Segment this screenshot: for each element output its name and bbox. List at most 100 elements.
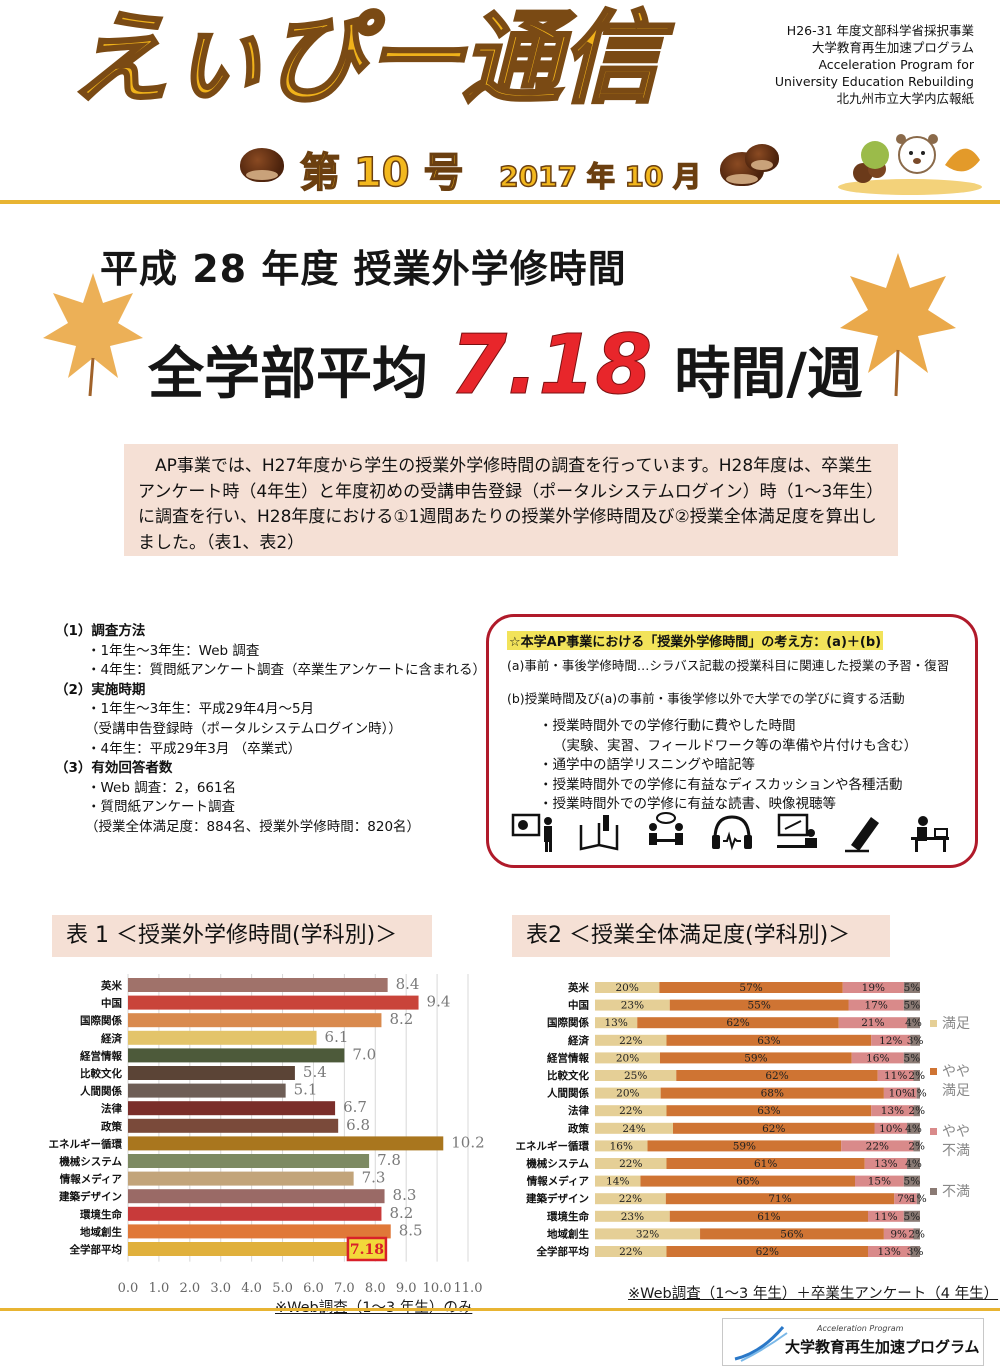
data-label: 10% [879,1123,902,1135]
data-label: 13% [877,1246,900,1258]
pub-line: 大学教育再生加速プログラム [811,40,974,55]
data-label: 5% [904,1052,921,1064]
stacked-segment [595,1210,670,1222]
stacked-segment [595,982,660,993]
category-label: 地域創生 [80,1225,122,1238]
headline-suffix: 時間/週 [674,342,863,407]
stacked-segment [700,1228,884,1240]
category-label: 人間関係 [80,1085,122,1098]
stacked-segment [864,1158,907,1169]
data-label: 62% [762,1123,785,1135]
data-label: 11% [874,1211,897,1223]
x-tick-label: 2.0 [179,1281,200,1296]
category-label: 法律 [101,1102,122,1115]
concept-a: (a)事前・事後学修時間…シラバス記載の授業科目に関連した授業の予習・復習 [507,658,950,673]
stacked-segment [883,1228,914,1240]
category-label: 政策 [101,1120,122,1133]
stacked-segment [637,1017,839,1029]
stacked-segment [838,1017,907,1029]
maple-leaf-icon [840,253,956,397]
stacked-segment [673,1122,875,1134]
category-label: 国際関係 [547,1016,589,1029]
stacked-segment [666,1034,872,1046]
stacked-segment [595,1122,673,1134]
data-label: 5% [904,982,921,994]
method-line: （3）有効回答者数 [55,760,173,777]
data-label: 22% [619,1193,642,1205]
stacked-segment [665,1193,895,1205]
headline-line-1: 平成 28 年度 授業外学修時間 [100,247,627,291]
data-label: 3% [907,1246,924,1258]
data-label: 59% [744,1052,767,1064]
stacked-segment [868,1210,904,1222]
data-label: 20% [616,1052,639,1064]
data-label: 9% [890,1228,907,1240]
category-label: 地域創生 [547,1227,589,1240]
stacked-segment [660,1052,852,1064]
data-label: 62% [726,1017,749,1029]
data-label: 62% [756,1246,779,1258]
data-label: 7.18 [350,1242,384,1258]
data-label: 7.3 [362,1169,386,1187]
bar [128,1030,317,1045]
legend-label: 不満 [942,1143,970,1159]
data-label: 13% [874,1158,897,1170]
stacked-segment [913,1140,920,1152]
data-label: 12% [879,1035,902,1047]
x-tick-label: 1.0 [149,1281,170,1296]
x-tick-label: 11.0 [454,1281,483,1296]
concept-item: ・通学中の語学リスニングや暗記等 [539,757,755,773]
data-label: 16% [610,1140,633,1152]
data-label: 13% [881,1105,904,1117]
bar [128,1101,336,1116]
activity-icons [511,811,953,853]
data-label: 55% [747,1000,770,1012]
method-line: ・質問紙アンケート調査 [87,799,235,816]
data-label: 3% [907,1035,924,1047]
data-label: 4% [905,1017,922,1029]
data-label: 7.8 [377,1151,401,1169]
discussion-icon [649,812,683,845]
stacked-segment [595,1087,661,1099]
stacked-segment [595,1175,641,1187]
stacked-segment [595,1034,667,1046]
bar [128,1171,354,1186]
category-label: 機械システム [59,1155,122,1168]
data-label: 20% [616,982,639,994]
x-tick-label: 0.0 [118,1281,139,1296]
x-tick-label: 9.0 [396,1281,417,1296]
x-tick-label: 6.0 [303,1281,324,1296]
pub-line: University Education Rebuilding [774,74,974,89]
data-label: 66% [736,1176,759,1188]
concept-items: ・授業時間外での学修行動に費やした時間 （実験、実習、フィールドワーク等の準備や… [507,717,957,815]
data-label: 11% [884,1070,907,1082]
stacked-segment [595,1052,660,1064]
data-label: 2% [908,1140,925,1152]
stacked-segment [916,1193,920,1205]
data-label: 61% [754,1158,777,1170]
stacked-segment [871,1105,914,1117]
stacked-segment [595,1105,667,1117]
publication-info: H26-31 年度文部科学省採択事業 大学教育再生加速プログラム Acceler… [775,22,974,107]
data-label: 32% [636,1228,659,1240]
legend-label: 不満 [942,1184,970,1200]
bar [128,1118,339,1133]
concept-box: ☆本学AP事業における「授業外学修時間」の考え方：(a)＋(b) (a)事前・事… [486,614,978,868]
stacked-segment [659,982,843,993]
stacked-segment [669,1210,868,1222]
data-label: 71% [768,1193,791,1205]
stacked-segment [877,1070,914,1081]
reading-icon [579,815,619,851]
legend-swatch [930,1128,937,1135]
data-label: 17% [864,1000,887,1012]
data-label: 5% [904,1176,921,1188]
issue-date: 2017 年 10 月 [498,159,702,194]
stacked-segment [903,982,920,993]
issue-line: 第 10 号 2017 年 10 月 [299,140,702,198]
data-label: 2% [908,1070,925,1082]
category-label: 全学部平均 [69,1243,123,1256]
stacked-segment [848,999,904,1011]
table2-title: 表2 ＜授業全体満足度(学科別)＞ [512,915,890,957]
category-label: 人間関係 [547,1087,589,1100]
x-tick-label: 5.0 [272,1281,293,1296]
